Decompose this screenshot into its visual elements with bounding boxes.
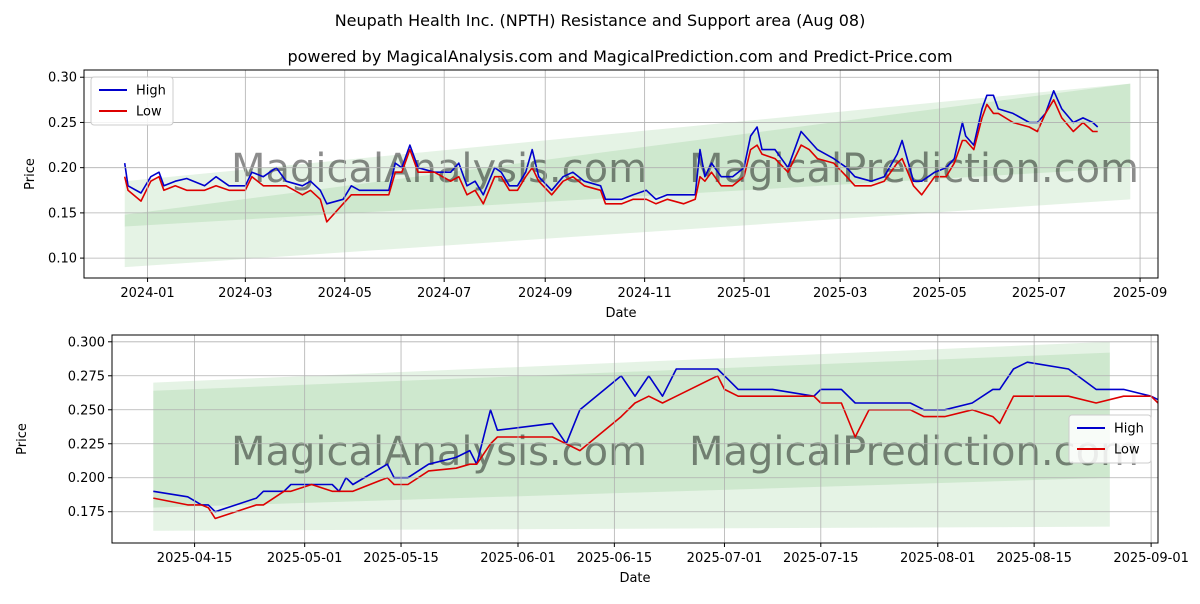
chart-subtitle: powered by MagicalAnalysis.com and Magic… bbox=[287, 47, 952, 66]
y-axis-label: Price bbox=[23, 158, 38, 190]
x-tick-label: 2025-03 bbox=[813, 286, 867, 301]
support-resistance-band-1 bbox=[124, 83, 1131, 268]
series-line-high bbox=[153, 361, 1158, 513]
series-line-low bbox=[123, 99, 1098, 223]
y-tick-label: 0.300 bbox=[68, 335, 105, 350]
x-tick-label: 2024-05 bbox=[318, 286, 372, 301]
y-tick-label: 0.10 bbox=[48, 252, 77, 267]
x-axis-label: Date bbox=[605, 306, 636, 321]
x-axis-label: Date bbox=[619, 571, 650, 586]
legend-label-low: Low bbox=[136, 105, 162, 120]
x-tick-label: 2024-09 bbox=[518, 286, 572, 301]
x-tick-label: 2024-03 bbox=[218, 286, 272, 301]
y-tick-label: 0.200 bbox=[68, 471, 105, 486]
y-tick-label: 0.225 bbox=[68, 437, 105, 452]
y-tick-label: 0.30 bbox=[48, 71, 77, 86]
plot-content: MagicalAnalysis.com MagicalPrediction.com bbox=[123, 83, 1139, 268]
x-tick-label: 2024-11 bbox=[617, 286, 671, 301]
legend-label-high: High bbox=[136, 84, 166, 99]
y-tick-label: 0.15 bbox=[48, 206, 77, 221]
watermark-prediction: MagicalPrediction.com bbox=[689, 429, 1139, 475]
x-tick-label: 2025-07-01 bbox=[687, 551, 763, 566]
y-tick-label: 0.275 bbox=[68, 369, 105, 384]
x-tick-label: 2025-09 bbox=[1113, 286, 1167, 301]
watermark-analysis: MagicalAnalysis.com bbox=[231, 429, 647, 475]
x-tick-label: 2025-08-01 bbox=[900, 551, 976, 566]
plot-frame bbox=[111, 334, 1159, 544]
x-tick-label: 2025-07-15 bbox=[783, 551, 859, 566]
plot-content: MagicalAnalysis.com MagicalPrediction.com bbox=[153, 341, 1158, 531]
legend: High Low bbox=[90, 76, 174, 126]
plot-area bbox=[112, 335, 1158, 543]
x-tick-label: 2025-08-15 bbox=[996, 551, 1072, 566]
x-tick-label: 2025-06-15 bbox=[577, 551, 653, 566]
plot-area bbox=[84, 70, 1158, 278]
top-panel: MagicalAnalysis.com MagicalPrediction.com… bbox=[23, 69, 1167, 321]
x-tick-label: 2025-09-01 bbox=[1113, 551, 1189, 566]
legend-label-low: Low bbox=[1114, 443, 1140, 458]
y-tick-label: 0.20 bbox=[48, 161, 77, 176]
x-tick-label: 2024-07 bbox=[417, 286, 471, 301]
y-tick-label: 0.175 bbox=[68, 505, 105, 520]
x-tick-label: 2025-04-15 bbox=[157, 551, 233, 566]
bottom-panel: MagicalAnalysis.com MagicalPrediction.com… bbox=[15, 334, 1189, 586]
watermark-analysis: MagicalAnalysis.com bbox=[231, 146, 647, 192]
y-tick-label: 0.250 bbox=[68, 403, 105, 418]
series-line-low bbox=[153, 375, 1158, 520]
plot-frame bbox=[83, 69, 1159, 279]
x-tick-label: 2025-06-01 bbox=[480, 551, 556, 566]
y-axis-label: Price bbox=[15, 423, 30, 455]
x-tick-label: 2025-05 bbox=[912, 286, 966, 301]
y-tick-label: 0.25 bbox=[48, 116, 77, 131]
watermark-prediction: MagicalPrediction.com bbox=[689, 146, 1139, 192]
x-tick-label: 2025-01 bbox=[717, 286, 771, 301]
x-tick-label: 2024-01 bbox=[120, 286, 174, 301]
legend: High Low bbox=[1068, 414, 1152, 464]
x-tick-label: 2025-07 bbox=[1012, 286, 1066, 301]
chart-title: Neupath Health Inc. (NPTH) Resistance an… bbox=[335, 11, 866, 30]
x-tick-label: 2025-05-15 bbox=[363, 551, 439, 566]
legend-label-high: High bbox=[1114, 422, 1144, 437]
support-resistance-band-2 bbox=[153, 352, 1110, 508]
x-tick-label: 2025-05-01 bbox=[267, 551, 343, 566]
